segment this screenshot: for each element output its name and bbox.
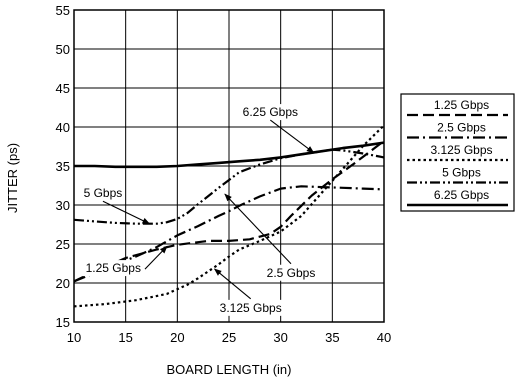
series-line-6-25-gbps bbox=[74, 141, 385, 169]
y-axis-label: JITTER (ps) bbox=[5, 143, 20, 213]
y-tick-label: 50 bbox=[56, 42, 70, 57]
y-tick-label: 55 bbox=[56, 3, 70, 18]
legend: 1.25 Gbps 2.5 Gbps 3.125 Gbps 5 Gbps 6.25 Gb… bbox=[400, 93, 515, 212]
y-tick-label: 30 bbox=[56, 198, 70, 213]
x-tick-label: 15 bbox=[118, 330, 132, 345]
legend-label: 2.5 Gbps bbox=[437, 121, 486, 135]
y-tick-label: 20 bbox=[56, 276, 70, 291]
annotation-bg bbox=[238, 104, 303, 121]
series-lines bbox=[73, 124, 385, 308]
y-tick-label: 25 bbox=[56, 237, 70, 252]
annotation-label: 5 Gbps bbox=[84, 186, 123, 200]
y-tick-label: 40 bbox=[56, 120, 70, 135]
y-tick-label: 15 bbox=[56, 315, 70, 330]
y-tick-label: 45 bbox=[56, 81, 70, 96]
x-axis-label: BOARD LENGTH (in) bbox=[167, 362, 292, 377]
annotation-bg bbox=[81, 185, 125, 202]
x-tick-label: 20 bbox=[170, 330, 184, 345]
y-tick-label: 35 bbox=[56, 159, 70, 174]
legend-label: 5 Gbps bbox=[442, 166, 481, 180]
legend-label: 3.125 Gbps bbox=[430, 143, 492, 157]
legend-label: 6.25 Gbps bbox=[434, 188, 489, 202]
x-tick-label: 30 bbox=[273, 330, 287, 345]
x-tick-label: 25 bbox=[222, 330, 236, 345]
x-tick-label: 40 bbox=[377, 330, 391, 345]
annotations: 6.25 Gbps 5 Gbps 1.25 Gbps 2.5 Gbps 3.125 Gb… bbox=[81, 104, 320, 316]
annotation-bg bbox=[215, 299, 286, 316]
x-tick-label: 35 bbox=[325, 330, 339, 345]
annotation-bg bbox=[81, 260, 145, 277]
annotation-label: 1.25 Gbps bbox=[86, 261, 141, 275]
x-tick-label: 10 bbox=[67, 330, 81, 345]
annotation-arrow bbox=[224, 193, 292, 265]
annotation-label: 2.5 Gbps bbox=[267, 266, 316, 280]
annotation-bg bbox=[262, 264, 320, 281]
annotation-arrow bbox=[270, 119, 315, 154]
series-line-3-125-gbps bbox=[73, 124, 385, 308]
legend-label: 1.25 Gbps bbox=[434, 98, 489, 112]
annotation-arrow bbox=[213, 268, 252, 300]
annotation-label: 6.25 Gbps bbox=[243, 105, 298, 119]
series-line-2-5-gbps bbox=[73, 185, 385, 283]
legend-box bbox=[400, 93, 515, 212]
annotation-arrow bbox=[102, 200, 151, 225]
annotation-arrow bbox=[144, 245, 168, 270]
annotation-label: 3.125 Gbps bbox=[220, 301, 282, 315]
